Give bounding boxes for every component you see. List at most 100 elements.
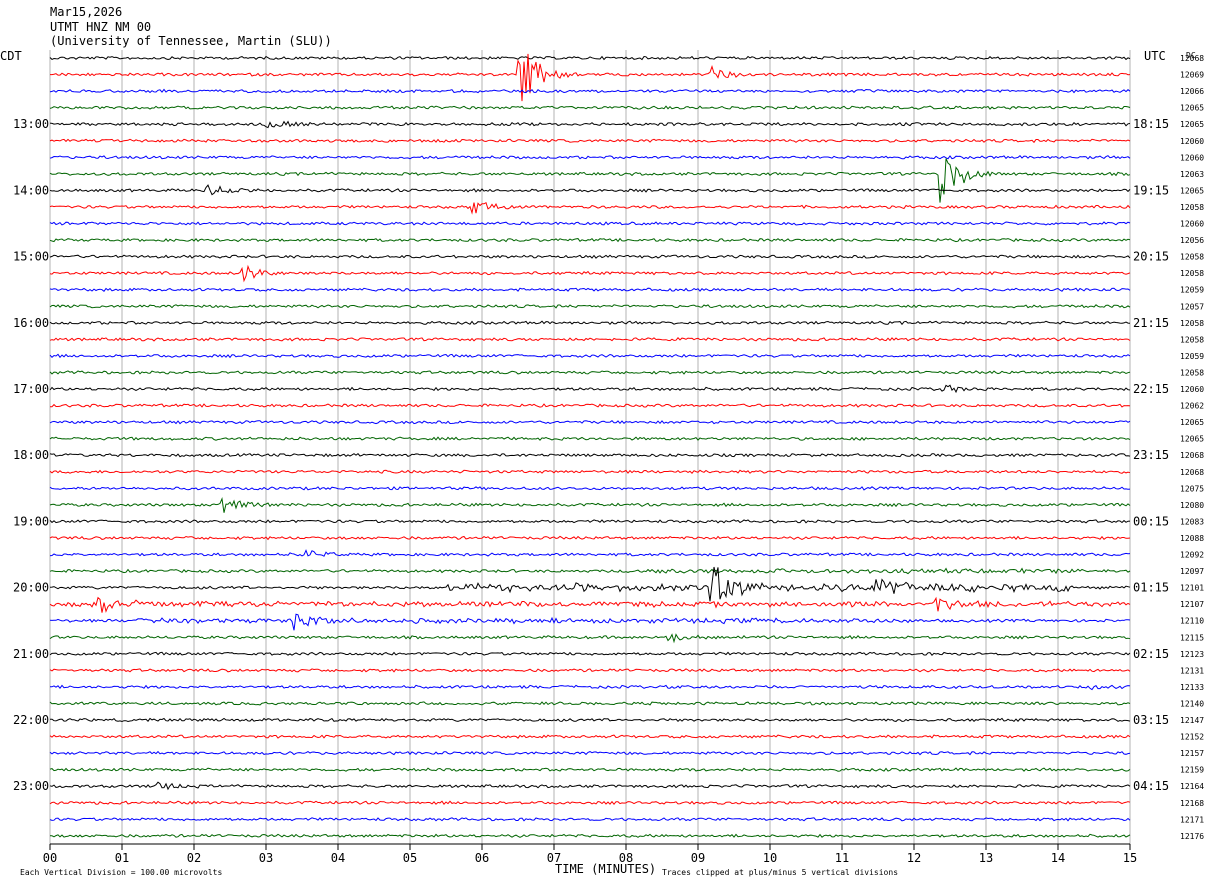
- right-hour-label: 23:15: [1133, 448, 1169, 462]
- right-hour-label: 20:15: [1133, 250, 1169, 264]
- trace-line: [49, 337, 1131, 342]
- trace-line: [49, 717, 1131, 723]
- trace-line: [49, 781, 1131, 791]
- dc-offset-label: 12115: [1180, 633, 1204, 642]
- dc-offset-label: 12060: [1180, 385, 1204, 394]
- trace-line: [49, 237, 1131, 243]
- trace-line: [49, 384, 1131, 394]
- trace-line: [49, 304, 1131, 309]
- dc-offset-label: 12060: [1180, 220, 1204, 229]
- trace-line: [49, 120, 1131, 129]
- trace-line: [49, 420, 1131, 425]
- dc-offset-label: 12068: [1180, 468, 1204, 477]
- trace-line: [49, 105, 1131, 110]
- dc-offset-label: 12159: [1180, 766, 1204, 775]
- trace-line: [49, 154, 1131, 160]
- dc-offset-label: 12060: [1180, 137, 1204, 146]
- header-network: (University of Tennessee, Martin (SLU)): [50, 34, 332, 48]
- dc-offset-label: 12068: [1180, 451, 1204, 460]
- dc-offset-label: 12131: [1180, 666, 1204, 675]
- x-tick-label: 11: [835, 851, 849, 865]
- left-hour-label: 22:00: [13, 713, 49, 727]
- dc-offset-label: 12171: [1180, 815, 1204, 824]
- trace-line: [49, 701, 1131, 706]
- left-hour-label: 17:00: [13, 382, 49, 396]
- dc-offset-label: 12176: [1180, 832, 1204, 841]
- dc-offset-label: 12065: [1180, 120, 1204, 129]
- dc-offset-label: 12147: [1180, 716, 1204, 725]
- dc-offset-label: 12101: [1180, 584, 1204, 593]
- left-hour-label: 19:00: [13, 514, 49, 528]
- trace-line: [49, 184, 1131, 196]
- trace-line: [49, 320, 1131, 326]
- trace-line: [49, 567, 1131, 575]
- x-tick-label: 04: [331, 851, 345, 865]
- left-timezone-label: CDT: [0, 49, 22, 63]
- dc-offset-label: 12058: [1180, 203, 1204, 212]
- x-tick-label: 15: [1123, 851, 1137, 865]
- dc-offset-label: 12060: [1180, 153, 1204, 162]
- dc-offset-label: 12065: [1180, 435, 1204, 444]
- dc-offset-label: 12080: [1180, 501, 1204, 510]
- x-tick-label: 09: [691, 851, 705, 865]
- x-tick-label: 14: [1051, 851, 1065, 865]
- trace-line: [49, 613, 1131, 631]
- x-tick-label: 05: [403, 851, 417, 865]
- left-hour-label: 21:00: [13, 647, 49, 661]
- x-tick-label: 03: [259, 851, 273, 865]
- left-hour-label: 20:00: [13, 581, 49, 595]
- x-tick-label: 10: [763, 851, 777, 865]
- dc-offset-label: 12107: [1180, 600, 1204, 609]
- right-hour-label: 01:15: [1133, 581, 1169, 595]
- trace-line: [49, 800, 1131, 806]
- right-hour-label: 04:15: [1133, 779, 1169, 793]
- trace-line: [49, 519, 1131, 524]
- trace-line: [49, 668, 1131, 673]
- left-hour-label: 18:00: [13, 448, 49, 462]
- x-tick-label: 00: [43, 851, 57, 865]
- right-hour-label: 19:15: [1133, 183, 1169, 197]
- dc-offset-label: 12059: [1180, 352, 1204, 361]
- x-tick-label: 08: [619, 851, 633, 865]
- trace-line: [49, 486, 1131, 491]
- dc-offset-label: 12065: [1180, 418, 1204, 427]
- trace-line: [49, 370, 1131, 375]
- scale-note: Each Vertical Division = 100.00 microvol…: [20, 868, 222, 877]
- dc-offset-labels: 12068 12069 12066 12065 12065 12060 12060 12063…: [1180, 54, 1204, 841]
- trace-line: [49, 750, 1131, 756]
- trace-line: [49, 651, 1131, 656]
- dc-offset-label: 12157: [1180, 749, 1204, 758]
- trace-line: [50, 53, 1131, 102]
- dc-offset-label: 12088: [1180, 534, 1204, 543]
- dc-offset-label: 12140: [1180, 699, 1204, 708]
- dc-offset-label: 12069: [1180, 71, 1204, 80]
- dc-offset-label: 12058: [1180, 335, 1204, 344]
- trace-line: [49, 633, 1131, 644]
- right-hour-label: 03:15: [1133, 713, 1169, 727]
- x-tick-label: 01: [115, 851, 129, 865]
- trace-line: [49, 469, 1131, 474]
- dc-offset-label: 12056: [1180, 236, 1204, 245]
- left-hour-label: 23:00: [13, 779, 49, 793]
- dc-label: DC: [1186, 51, 1196, 60]
- dc-offset-label: 12062: [1180, 402, 1204, 411]
- dc-offset-label: 12065: [1180, 104, 1204, 113]
- right-timezone-label: UTC: [1144, 49, 1166, 63]
- trace-line: [49, 158, 1131, 203]
- trace-line: [49, 55, 1131, 61]
- dc-offset-label: 12068: [1180, 54, 1204, 63]
- trace-line: [49, 817, 1131, 822]
- trace-line: [49, 264, 1131, 283]
- trace-line: [49, 287, 1131, 293]
- left-hour-label: 13:00: [13, 117, 49, 131]
- dc-offset-label: 12058: [1180, 319, 1204, 328]
- dc-offset-label: 12168: [1180, 799, 1204, 808]
- header-station: UTMT HNZ NM 00: [50, 20, 151, 34]
- right-hour-label: 02:15: [1133, 647, 1169, 661]
- dc-offset-label: 12058: [1180, 368, 1204, 377]
- trace-line: [49, 138, 1131, 144]
- x-tick-label: 06: [475, 851, 489, 865]
- dc-offset-label: 12057: [1180, 302, 1204, 311]
- dc-offset-label: 12123: [1180, 650, 1204, 659]
